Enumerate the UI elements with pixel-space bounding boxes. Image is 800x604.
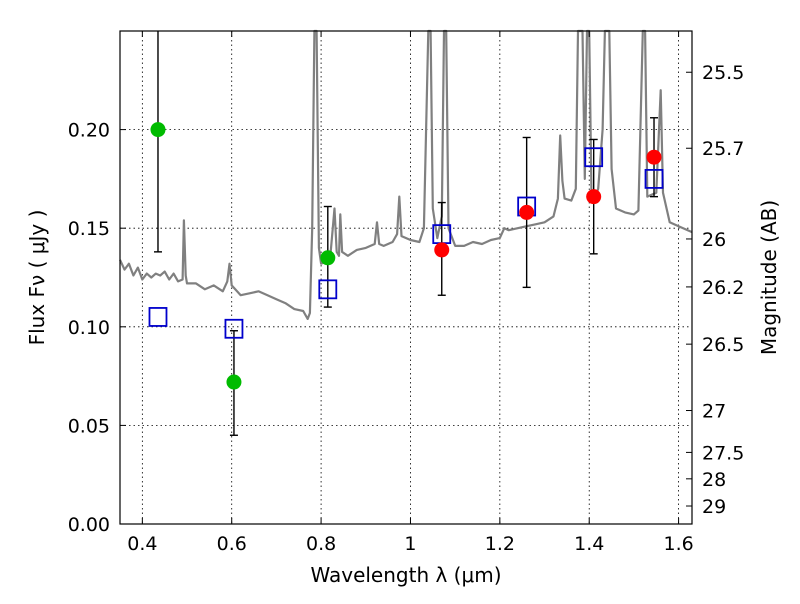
y-tick-label: 0.05	[68, 415, 110, 437]
flux-point	[586, 189, 602, 205]
y2-tick-label: 26	[702, 229, 726, 251]
y2-tick-label: 26.5	[702, 334, 744, 356]
x-tick-label: 0.4	[127, 533, 157, 555]
model-spectrum	[119, 29, 693, 320]
x-tick-label: 1.6	[663, 533, 693, 555]
axis-ticks	[120, 31, 692, 525]
y-tick-label: 0.00	[68, 514, 110, 536]
model-box	[224, 318, 244, 339]
x-tick-label: 0.8	[306, 533, 336, 555]
flux-point	[646, 149, 662, 165]
tick-labels: 0.4 0.6 0.8 1 1.2 1.4 1.6 0.00 0.05 0.10 0.15 0.20 2…	[68, 62, 745, 555]
x-tick-label: 1.4	[574, 533, 604, 555]
y2-tick-label: 25.7	[702, 138, 744, 160]
y2-tick-label: 25.5	[702, 62, 744, 84]
x-tick-label: 1	[404, 533, 416, 555]
y-axis-label: Flux Fν ( μJy )	[25, 210, 49, 346]
y-tick-label: 0.20	[68, 120, 110, 142]
y2-tick-label: 28	[702, 469, 726, 491]
flux-point	[434, 242, 450, 258]
x-tick-label: 1.2	[485, 533, 515, 555]
observed-flux-points	[150, 122, 662, 390]
y2-tick-label: 27	[702, 401, 726, 423]
flux-point	[519, 204, 535, 220]
model-box	[318, 279, 338, 300]
spectrum-line	[119, 29, 693, 320]
y2-tick-label: 26.2	[702, 277, 744, 299]
y2-tick-label: 27.5	[702, 442, 744, 464]
y-tick-label: 0.15	[68, 218, 110, 240]
model-box	[584, 147, 604, 168]
x-tick-label: 0.6	[217, 533, 247, 555]
grid-lines	[120, 31, 692, 524]
flux-point	[150, 122, 166, 138]
flux-point	[320, 250, 336, 266]
x-axis-label: Wavelength λ (μm)	[310, 563, 501, 587]
y2-tick-label: 29	[702, 496, 726, 518]
model-box	[148, 307, 168, 327]
model-box	[644, 168, 664, 189]
plot-frame	[119, 30, 693, 525]
y2-axis-label: Magnitude (AB)	[757, 200, 781, 355]
y-tick-label: 0.10	[68, 317, 110, 339]
flux-point	[226, 374, 242, 390]
